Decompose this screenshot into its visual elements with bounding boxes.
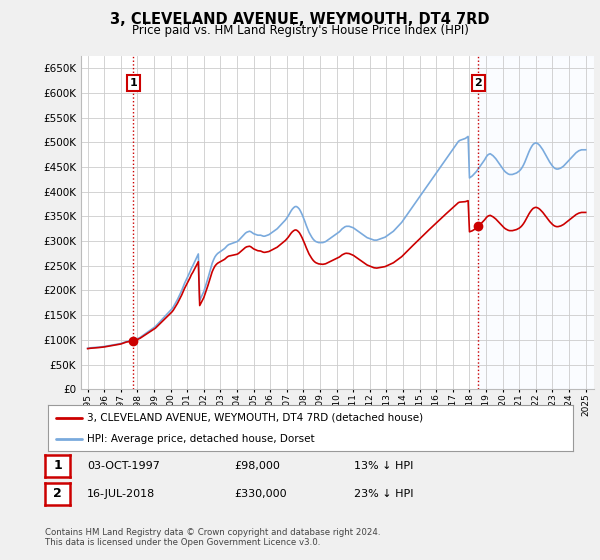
Text: 2: 2 [53,487,62,501]
Text: Price paid vs. HM Land Registry's House Price Index (HPI): Price paid vs. HM Land Registry's House … [131,24,469,37]
Text: 03-OCT-1997: 03-OCT-1997 [87,461,160,471]
Text: 16-JUL-2018: 16-JUL-2018 [87,489,155,499]
Text: HPI: Average price, detached house, Dorset: HPI: Average price, detached house, Dors… [88,435,315,444]
Text: 13% ↓ HPI: 13% ↓ HPI [354,461,413,471]
Text: 1: 1 [53,459,62,473]
Text: Contains HM Land Registry data © Crown copyright and database right 2024.
This d: Contains HM Land Registry data © Crown c… [45,528,380,547]
Text: 1: 1 [130,78,137,88]
Text: £330,000: £330,000 [234,489,287,499]
Bar [478,56,594,389]
Text: 23% ↓ HPI: 23% ↓ HPI [354,489,413,499]
Text: 2: 2 [475,78,482,88]
Text: 3, CLEVELAND AVENUE, WEYMOUTH, DT4 7RD (detached house): 3, CLEVELAND AVENUE, WEYMOUTH, DT4 7RD (… [88,413,424,423]
Text: £98,000: £98,000 [234,461,280,471]
Text: 3, CLEVELAND AVENUE, WEYMOUTH, DT4 7RD: 3, CLEVELAND AVENUE, WEYMOUTH, DT4 7RD [110,12,490,27]
